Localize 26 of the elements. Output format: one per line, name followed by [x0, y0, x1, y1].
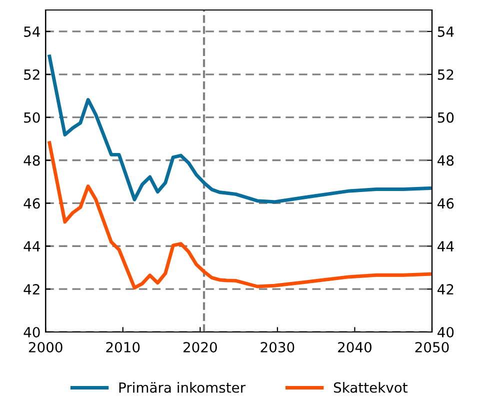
y2-tick-label: 40: [438, 326, 454, 338]
x-tick-label: 2000: [28, 342, 62, 352]
line-series: [48, 54, 432, 204]
y2-tick-label: 52: [438, 69, 454, 80]
y2-tick-label: 42: [438, 284, 454, 294]
y-tick-label: 46: [24, 198, 40, 209]
y2-tick-label: 54: [438, 26, 454, 37]
y-tick-label: 48: [24, 155, 40, 166]
y2-tick-label: 44: [438, 241, 454, 252]
y-tick-label: 44: [24, 241, 40, 252]
y2-tick-label: 50: [438, 112, 454, 123]
y2-tick-label: 46: [438, 198, 454, 209]
x-tick-label: 2040: [338, 342, 372, 352]
y-tick-label: 40: [24, 326, 40, 338]
legend-label: Skattekvot: [334, 382, 408, 393]
y2-tick-label: 48: [438, 155, 454, 166]
line-series: [48, 141, 432, 290]
x-tick-label: 2030: [260, 342, 294, 352]
y-tick-label: 50: [24, 112, 40, 123]
y-tick-label: 52: [24, 69, 40, 80]
x-tick-label: 2050: [415, 342, 449, 352]
y-tick-label: 42: [24, 284, 40, 294]
legend-label: Primära inkomster: [119, 382, 246, 393]
x-tick-label: 2010: [106, 342, 140, 352]
y-tick-label: 54: [24, 26, 40, 37]
x-tick-label: 2020: [184, 342, 217, 352]
